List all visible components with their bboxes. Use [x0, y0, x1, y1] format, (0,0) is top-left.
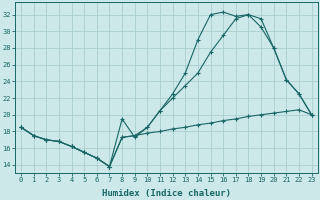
- X-axis label: Humidex (Indice chaleur): Humidex (Indice chaleur): [102, 189, 231, 198]
